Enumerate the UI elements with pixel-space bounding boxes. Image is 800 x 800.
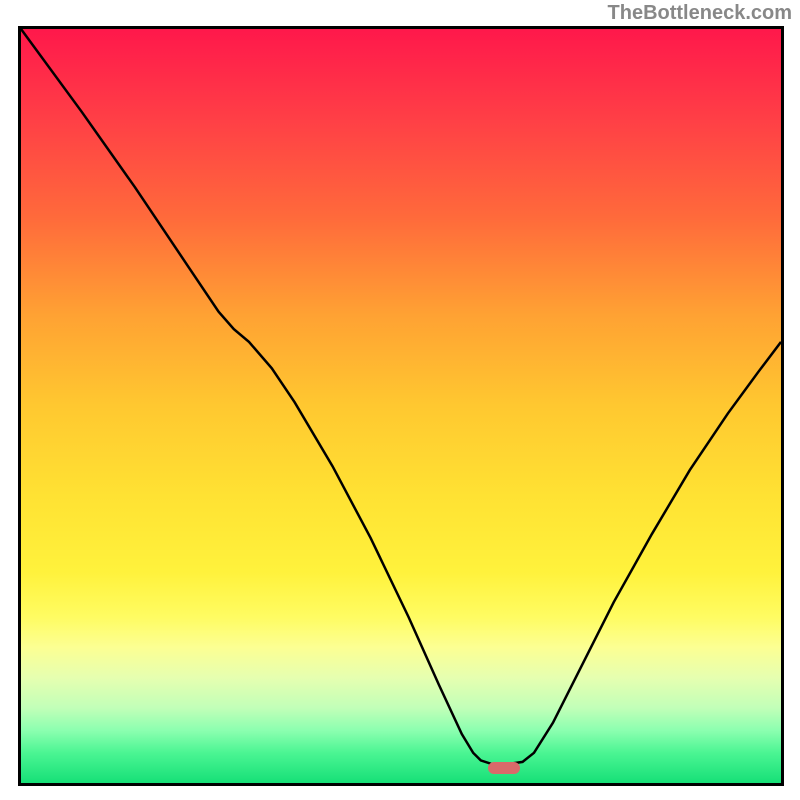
chart-frame <box>18 26 784 786</box>
bottleneck-curve <box>21 29 781 783</box>
chart-plot-area <box>21 29 781 783</box>
optimal-marker <box>488 762 520 774</box>
watermark-text: TheBottleneck.com <box>608 2 792 25</box>
curve-path <box>21 29 781 764</box>
